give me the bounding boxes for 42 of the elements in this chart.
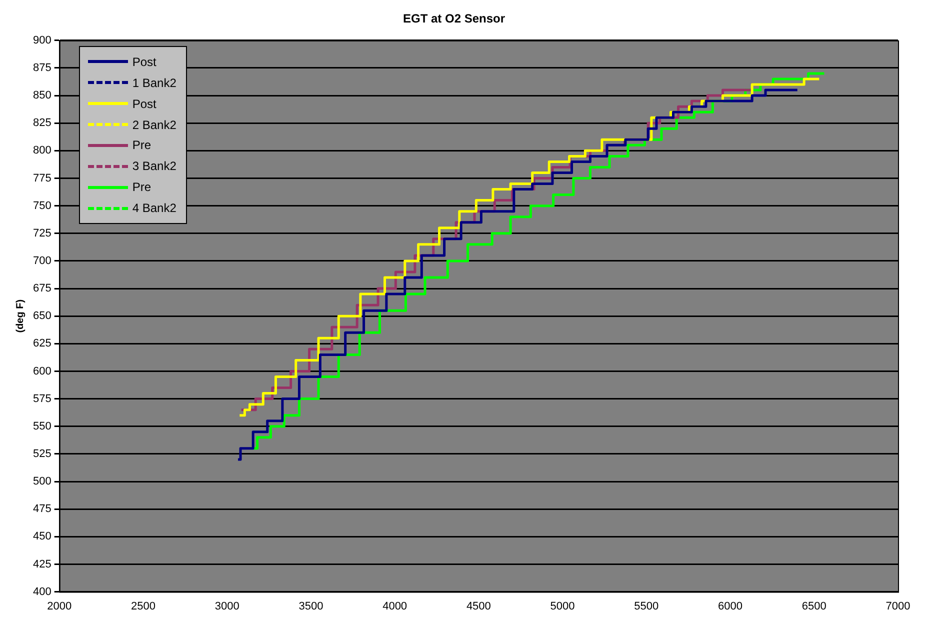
legend-label: 2 Bank2 [132, 118, 176, 132]
x-tick-label: 5500 [634, 600, 659, 612]
x-tick-label: 2500 [130, 600, 156, 612]
y-tick-label: 400 [32, 586, 52, 598]
y-tick-label: 825 [32, 117, 52, 130]
y-tick-label: 600 [32, 365, 52, 378]
legend-label: 4 Bank2 [132, 201, 176, 216]
y-tick-label: 425 [32, 558, 52, 570]
y-tick-label: 775 [32, 172, 52, 184]
y-tick-label: 500 [32, 476, 52, 488]
x-tick-label: 3000 [214, 600, 240, 612]
legend-label: 1 Bank2 [132, 76, 176, 90]
y-tick-label: 575 [32, 392, 52, 405]
x-tick-label: 4500 [466, 600, 491, 612]
y-axis-title: (deg F) [14, 299, 26, 333]
x-tick-label: 7000 [886, 600, 910, 612]
y-tick-label: 525 [32, 448, 52, 460]
y-tick-label: 675 [32, 282, 52, 295]
y-tick-label: 875 [32, 62, 52, 74]
x-tick-label: 2000 [47, 600, 72, 612]
y-tick-label: 725 [32, 227, 52, 240]
legend-label: Pre [132, 180, 152, 194]
chart-title: EGT at O2 Sensor [402, 12, 506, 26]
legend-label: Post [132, 96, 156, 111]
y-tick-label: 475 [32, 503, 52, 516]
y-tick-label: 625 [32, 338, 52, 350]
legend-label: Post [132, 54, 156, 69]
x-tick-label: 5000 [550, 600, 575, 612]
y-tick-label: 650 [32, 310, 52, 322]
legend-label: Pre [132, 138, 152, 152]
x-tick-label: 4000 [382, 600, 408, 612]
y-tick-label: 750 [32, 200, 52, 212]
y-tick-label: 700 [32, 254, 52, 267]
x-tick-label: 3500 [298, 600, 324, 612]
x-tick-label: 6500 [802, 600, 826, 612]
y-tick-label: 800 [32, 144, 52, 157]
y-tick-label: 450 [32, 530, 52, 543]
y-tick-label: 900 [32, 34, 52, 46]
x-tick-label: 6000 [718, 600, 743, 612]
y-tick-label: 550 [32, 420, 52, 432]
legend-label: 3 Bank2 [132, 159, 176, 174]
y-tick-label: 850 [32, 90, 52, 102]
